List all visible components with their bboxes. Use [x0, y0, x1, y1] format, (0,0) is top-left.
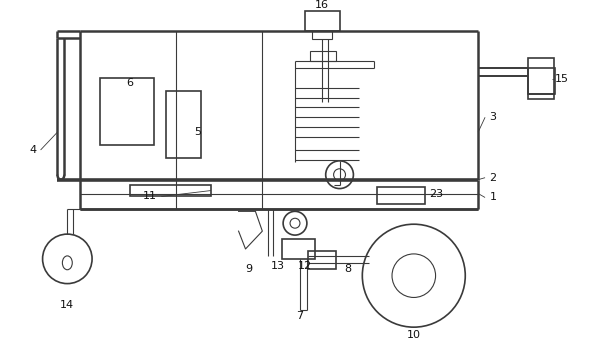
Bar	[100, 78, 154, 145]
Text: 16: 16	[315, 0, 329, 10]
Bar	[282, 239, 315, 259]
Text: 2: 2	[489, 173, 496, 183]
Text: 7: 7	[297, 311, 304, 321]
Bar	[528, 68, 556, 94]
Text: 3: 3	[489, 112, 496, 122]
Text: 9: 9	[245, 264, 252, 274]
Bar	[312, 31, 332, 39]
Text: 4: 4	[29, 145, 36, 155]
Text: 1: 1	[489, 192, 496, 202]
Text: 6: 6	[126, 78, 133, 88]
Text: 11: 11	[142, 191, 157, 201]
Text: 14: 14	[60, 300, 74, 310]
Bar	[129, 185, 211, 197]
Bar	[377, 187, 425, 204]
Text: 5: 5	[194, 127, 202, 137]
Bar	[305, 11, 340, 31]
Text: 23: 23	[430, 189, 444, 199]
Bar	[310, 51, 336, 61]
Bar	[308, 251, 336, 269]
Text: 13: 13	[271, 261, 285, 271]
Bar	[528, 58, 554, 99]
Text: 15: 15	[556, 74, 569, 84]
Bar	[166, 91, 201, 158]
Text: 10: 10	[407, 330, 421, 340]
Text: 12: 12	[298, 261, 312, 271]
Text: 8: 8	[344, 264, 351, 274]
